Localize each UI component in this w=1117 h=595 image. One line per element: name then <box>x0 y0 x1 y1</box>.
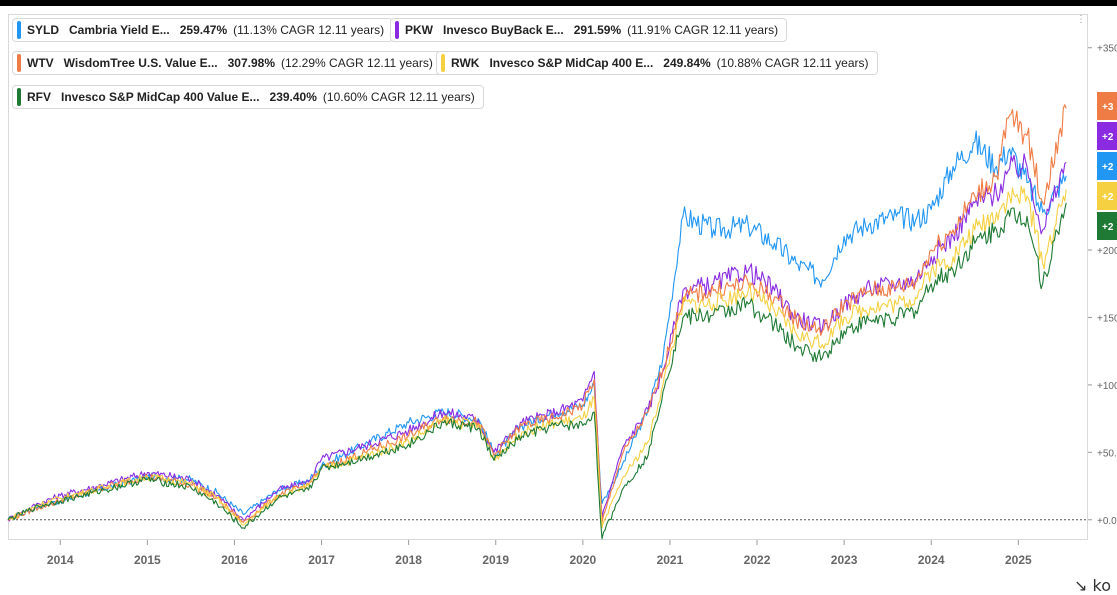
legend-fund-name: WisdomTree U.S. Value E... <box>63 56 218 70</box>
legend-return: 239.40% <box>269 90 317 104</box>
svg-text:+2: +2 <box>1102 162 1114 173</box>
svg-text:+2: +2 <box>1102 192 1114 203</box>
svg-text:+2: +2 <box>1102 132 1114 143</box>
x-tick-label: 2019 <box>482 553 509 567</box>
series-line-rfv <box>7 202 1067 540</box>
plot-area <box>8 14 1088 540</box>
y-tick-label: +150 <box>1097 313 1117 324</box>
x-tick-label: 2020 <box>569 553 596 567</box>
end-value-badge: +2 <box>1097 212 1117 240</box>
end-value-badge: +2 <box>1097 152 1117 180</box>
y-tick-label: +100 <box>1097 381 1117 392</box>
end-value-badge: +2 <box>1097 122 1117 150</box>
legend-fund-name: Invesco S&P MidCap 400 Value E... <box>61 90 260 104</box>
legend-cagr: (11.13% CAGR 12.11 years) <box>233 23 385 37</box>
series-line-rwk <box>7 185 1067 529</box>
legend-cagr: (10.88% CAGR 12.11 years) <box>716 56 869 70</box>
top-bar <box>0 0 1117 6</box>
legend-fund-name: Cambria Yield E... <box>69 23 170 37</box>
x-tick-label: 2022 <box>744 553 771 567</box>
x-tick-label: 2023 <box>831 553 858 567</box>
legend-return: 259.47% <box>179 23 228 37</box>
x-tick-label: 2017 <box>308 553 335 567</box>
legend-cagr: (10.60% CAGR 12.11 years) <box>322 90 475 104</box>
y-tick-label: +50. <box>1097 448 1117 459</box>
legend-swatch <box>395 21 399 39</box>
x-tick-label: 2015 <box>134 553 161 567</box>
legend-return: 291.59% <box>573 23 622 37</box>
legend-item-wtv[interactable]: WTV WisdomTree U.S. Value E... 307.98% (… <box>12 51 442 75</box>
brand-logo: ↘ ko <box>1074 576 1111 595</box>
legend-item-rwk[interactable]: RWK Invesco S&P MidCap 400 E... 249.84% … <box>436 51 878 75</box>
legend-item-syld[interactable]: SYLD Cambria Yield E... 259.47% (11.13% … <box>12 18 394 42</box>
x-tick-label: 2021 <box>657 553 684 567</box>
legend-cagr: (11.91% CAGR 12.11 years) <box>627 23 779 37</box>
legend-fund-name: Invesco S&P MidCap 400 E... <box>489 56 654 70</box>
svg-text:+3: +3 <box>1102 102 1114 113</box>
x-tick-label: 2016 <box>221 553 248 567</box>
legend-item-pkw[interactable]: PKW Invesco BuyBack E... 291.59% (11.91%… <box>390 18 788 42</box>
x-tick-label: 2014 <box>47 553 74 567</box>
legend-cagr: (12.29% CAGR 12.11 years) <box>281 56 433 70</box>
svg-text:+2: +2 <box>1102 222 1114 233</box>
x-tick-label: 2018 <box>395 553 422 567</box>
more-menu-icon[interactable]: ⋮ <box>1076 14 1086 25</box>
legend-swatch <box>17 54 21 72</box>
y-tick-label: +350 <box>1097 44 1117 55</box>
y-tick-label: +200 <box>1097 246 1117 257</box>
legend-return: 307.98% <box>227 56 275 70</box>
legend-swatch <box>17 88 21 106</box>
legend-swatch <box>441 54 445 72</box>
series-line-wtv <box>7 104 1067 524</box>
legend-ticker: SYLD <box>27 23 60 37</box>
legend-item-rfv[interactable]: RFV Invesco S&P MidCap 400 Value E... 23… <box>12 85 484 109</box>
legend-ticker: WTV <box>27 56 54 70</box>
y-tick-label: +0.0 <box>1097 516 1117 527</box>
x-tick-label: 2024 <box>918 553 945 567</box>
x-tick-label: 2025 <box>1005 553 1032 567</box>
legend-ticker: PKW <box>405 23 433 37</box>
legend-fund-name: Invesco BuyBack E... <box>443 23 564 37</box>
legend-return: 249.84% <box>663 56 711 70</box>
end-value-badge: +2 <box>1097 182 1117 210</box>
end-value-badge: +3 <box>1097 92 1117 120</box>
legend-swatch <box>17 21 21 39</box>
series-line-syld <box>7 130 1067 521</box>
legend-ticker: RFV <box>27 90 51 104</box>
legend-ticker: RWK <box>451 56 480 70</box>
